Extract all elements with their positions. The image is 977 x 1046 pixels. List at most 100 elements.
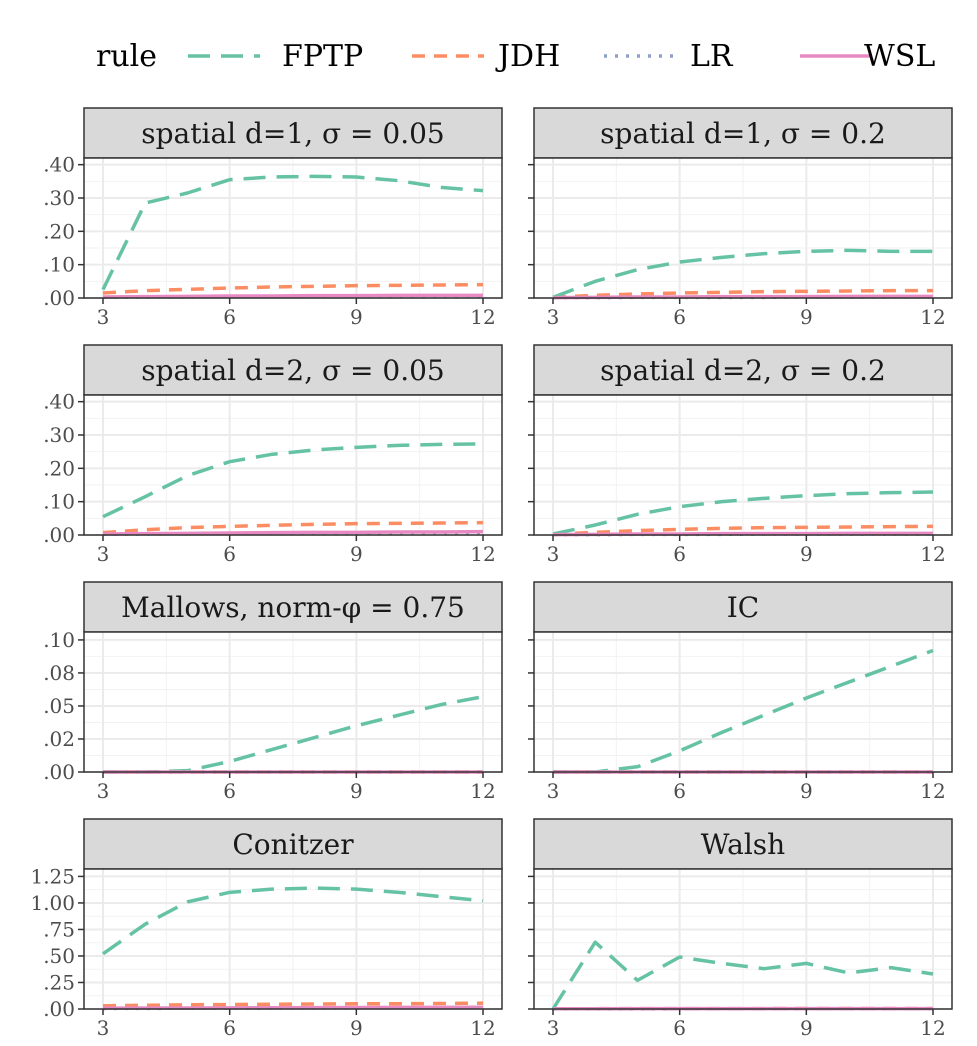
x-tick-label: 6 (223, 1016, 236, 1040)
series-line-fptp (553, 648, 934, 774)
x-tick-label: 6 (223, 305, 236, 329)
legend-label-lr: LR (690, 39, 734, 74)
y-tick-label: .50 (43, 944, 75, 968)
series-line-wsl (552, 294, 933, 300)
x-tick-label: 3 (547, 542, 560, 566)
y-tick-label: .20 (43, 456, 75, 480)
x-tick-label: 6 (223, 542, 236, 566)
x-tick-label: 12 (920, 542, 945, 566)
x-tick-label: 3 (97, 305, 110, 329)
minor-grid (84, 158, 502, 298)
panel-border (533, 631, 953, 773)
series-line-fptp (101, 886, 484, 956)
x-tick-label: 9 (350, 779, 363, 803)
panel-title: Conitzer (232, 828, 354, 861)
y-tick-label: .75 (43, 917, 75, 941)
x-tick-label: 9 (800, 1016, 813, 1040)
x-tick-label: 12 (470, 779, 495, 803)
panel-8: Walsh 3 6 9 12 (528, 818, 953, 1040)
series-line-fptp (102, 442, 484, 519)
x-tick-label: 9 (350, 305, 363, 329)
panel-border (533, 157, 953, 299)
y-tick-label: .10 (43, 490, 75, 514)
series-line-wsl (552, 531, 933, 537)
x-tick-label: 3 (547, 1016, 560, 1040)
x-tick-label: 12 (920, 1016, 945, 1040)
y-tick-label: .25 (43, 970, 75, 994)
panel-title: Walsh (701, 828, 785, 861)
x-tick-label: 9 (350, 542, 363, 566)
y-tick-label: .05 (43, 694, 75, 718)
legend-item-wsl: WSL (800, 39, 935, 74)
series-line-jdh (552, 524, 934, 537)
panel-strip (83, 107, 503, 159)
panel-strip (83, 344, 503, 396)
series-line-jdh (102, 520, 484, 535)
series-line-wsl (102, 529, 484, 536)
panel-1: spatial d=1, σ = 0.05 3 6 9 12 .00 .10 .20 .30 .4… (43, 107, 503, 329)
series-line-wsl (102, 1005, 484, 1010)
y-tick-label: .00 (43, 523, 75, 547)
panel-3: spatial d=2, σ = 0.05 3 6 9 12 .00 .10 .20 .30 .4… (43, 344, 503, 566)
x-tick-label: 3 (97, 779, 110, 803)
x-tick-label: 12 (920, 305, 945, 329)
x-tick-label: 9 (350, 1016, 363, 1040)
legend-label-fptp: FPTP (282, 39, 363, 74)
panel-title: Mallows, norm-φ = 0.75 (121, 591, 465, 624)
panel-strip (533, 107, 953, 159)
y-tick-label: .40 (43, 153, 75, 177)
legend-item-fptp: FPTP (188, 39, 363, 74)
x-tick-label: 12 (920, 779, 945, 803)
legend-item-lr: LR (604, 39, 734, 74)
series-line-wsl (102, 293, 483, 299)
panel-2: spatial d=1, σ = 0.2 3 6 9 12 (528, 107, 953, 329)
legend-label-wsl: WSL (864, 39, 935, 74)
x-tick-label: 9 (800, 542, 813, 566)
x-tick-label: 9 (800, 305, 813, 329)
panel-border (533, 394, 953, 536)
series-line-jdh (552, 288, 933, 300)
panel-strip (83, 818, 503, 870)
panel-5: Mallows, norm-φ = 0.75 3 6 9 12 .00 .02 .05 .08.… (43, 581, 503, 803)
y-tick-label: .00 (43, 286, 75, 310)
y-tick-label: .30 (43, 423, 75, 447)
legend-label-jdh: JDH (495, 39, 560, 74)
x-tick-label: 12 (470, 305, 495, 329)
x-tick-label: 3 (97, 542, 110, 566)
minor-grid (534, 869, 952, 1009)
x-tick-label: 9 (800, 779, 813, 803)
x-tick-label: 6 (223, 779, 236, 803)
series-line-fptp (552, 248, 933, 299)
series-line-fptp (551, 940, 934, 1010)
y-tick-label: 1.00 (30, 891, 75, 915)
legend-item-jdh: JDH (412, 39, 560, 74)
x-tick-label: 6 (673, 779, 686, 803)
panel-border (83, 394, 503, 536)
x-tick-label: 12 (470, 542, 495, 566)
legend-title: rule (96, 39, 157, 74)
x-tick-label: 6 (673, 305, 686, 329)
x-tick-label: 3 (547, 779, 560, 803)
panel-6: IC 3 6 9 12 (528, 581, 953, 803)
panel-title: spatial d=2, σ = 0.05 (141, 354, 444, 387)
panel-border (83, 868, 503, 1010)
panel-title: spatial d=2, σ = 0.2 (600, 354, 886, 387)
panel-border (83, 157, 503, 299)
x-tick-label: 6 (673, 542, 686, 566)
series-line-jdh (102, 1001, 484, 1008)
series-line-jdh (102, 282, 484, 295)
panel-title: spatial d=1, σ = 0.2 (600, 117, 886, 150)
panel-title: IC (727, 591, 759, 624)
y-tick-label: .10 (43, 628, 75, 652)
y-tick-label: .08 (43, 661, 75, 685)
y-tick-label: 1.25 (30, 864, 75, 888)
y-tick-label: .20 (43, 219, 75, 243)
y-tick-label: .10 (43, 253, 75, 277)
panel-border (83, 631, 503, 773)
panel-border (533, 868, 953, 1010)
x-tick-label: 3 (547, 305, 560, 329)
panel-title: spatial d=1, σ = 0.05 (141, 117, 444, 150)
x-tick-label: 3 (97, 1016, 110, 1040)
y-tick-label: .02 (43, 727, 75, 751)
